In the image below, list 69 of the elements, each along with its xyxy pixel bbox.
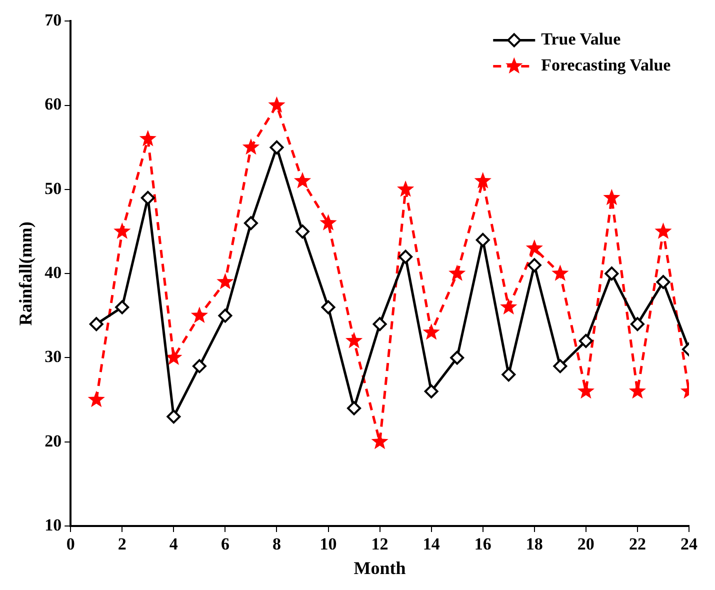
point	[526, 239, 543, 256]
point	[294, 172, 312, 188]
point	[347, 401, 362, 416]
point	[527, 258, 542, 272]
point	[296, 224, 310, 239]
point	[502, 368, 516, 382]
point	[218, 308, 232, 323]
y-tick-label: 60	[44, 94, 62, 114]
y-axis-title: Rainfall(mm)	[15, 222, 36, 326]
point	[270, 140, 284, 154]
point	[500, 298, 518, 315]
x-tick-label: 20	[577, 534, 594, 554]
point	[476, 232, 490, 247]
point	[450, 350, 464, 365]
point	[474, 172, 492, 188]
x-tick-label: 2	[118, 534, 126, 554]
point	[190, 306, 208, 323]
x-tick-label: 12	[371, 534, 388, 554]
point	[552, 264, 569, 281]
point	[166, 410, 181, 424]
point	[398, 250, 413, 264]
point	[242, 138, 260, 155]
point	[578, 334, 593, 348]
point	[268, 96, 286, 113]
point	[165, 348, 182, 366]
x-tick-label: 0	[66, 534, 75, 554]
point	[654, 222, 672, 239]
point	[424, 384, 438, 398]
x-tick-label: 14	[422, 534, 440, 554]
point	[192, 359, 206, 374]
point	[320, 214, 337, 230]
point	[448, 264, 466, 281]
point	[89, 317, 104, 332]
y-tick-label: 40	[44, 262, 62, 282]
point	[372, 317, 387, 332]
point	[603, 188, 620, 206]
legend-label: True Value	[541, 30, 622, 49]
point	[216, 273, 234, 290]
point	[630, 317, 644, 332]
y-tick-label: 50	[44, 178, 62, 198]
point	[422, 323, 440, 340]
point	[553, 359, 568, 374]
point	[244, 216, 258, 230]
x-tick-label: 22	[628, 534, 646, 554]
point	[371, 432, 388, 450]
x-tick-label: 8	[272, 534, 281, 554]
point	[345, 332, 363, 348]
point	[604, 266, 619, 281]
point	[139, 130, 156, 146]
point	[321, 300, 336, 314]
x-tick-label: 10	[320, 534, 337, 554]
point	[577, 382, 594, 399]
x-tick-label: 16	[474, 534, 492, 554]
legend-label: Forecasting Value	[541, 56, 672, 75]
x-tick-label: 6	[220, 534, 230, 554]
point	[114, 222, 131, 239]
point	[115, 300, 130, 314]
y-tick-label: 30	[44, 347, 62, 366]
x-axis-title: Month	[354, 558, 406, 578]
point	[656, 275, 670, 290]
y-tick-label: 20	[44, 431, 62, 450]
x-tick-label: 24	[680, 534, 698, 554]
point	[397, 180, 414, 197]
x-tick-label: 18	[526, 534, 543, 554]
y-tick-label: 70	[44, 10, 62, 30]
point	[140, 190, 155, 205]
point	[88, 390, 105, 408]
x-tick-label: 4	[169, 534, 178, 554]
y-tick-label: 10	[44, 515, 62, 534]
